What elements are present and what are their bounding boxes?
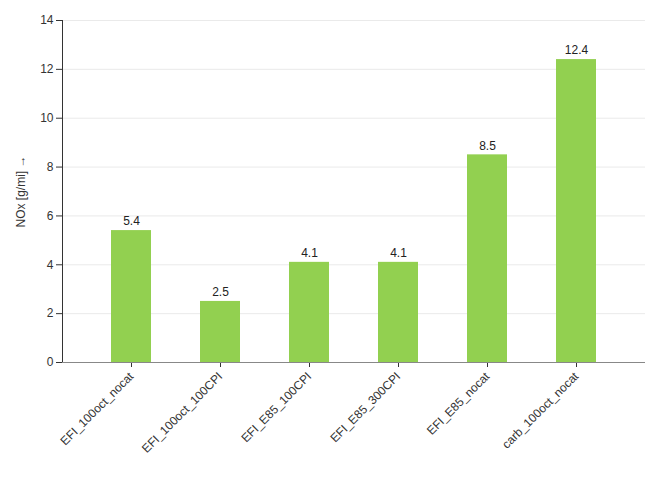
- svg-text:2.5: 2.5: [212, 285, 229, 299]
- svg-text:EFI_E85_100CPI: EFI_E85_100CPI: [238, 369, 314, 445]
- svg-text:4.1: 4.1: [390, 246, 407, 260]
- svg-text:14: 14: [40, 13, 54, 27]
- svg-text:12.4: 12.4: [565, 43, 589, 57]
- svg-text:NOx [g/mi] →: NOx [g/mi] →: [14, 155, 28, 227]
- svg-text:2: 2: [47, 306, 54, 320]
- svg-text:10: 10: [40, 111, 54, 125]
- svg-text:6: 6: [47, 209, 54, 223]
- svg-text:8.5: 8.5: [479, 139, 496, 153]
- svg-text:8: 8: [47, 160, 54, 174]
- svg-text:EFI_100oct_nocat: EFI_100oct_nocat: [58, 369, 137, 448]
- svg-text:EFI_E85_300CPI: EFI_E85_300CPI: [327, 369, 403, 445]
- svg-text:4.1: 4.1: [301, 246, 318, 260]
- svg-text:EFI_100oct_100CPI: EFI_100oct_100CPI: [139, 369, 225, 455]
- svg-text:0: 0: [47, 355, 54, 369]
- svg-text:5.4: 5.4: [123, 214, 140, 228]
- svg-text:12: 12: [40, 62, 54, 76]
- svg-text:EFI_E85_nocat: EFI_E85_nocat: [424, 369, 493, 438]
- svg-text:carb_100oct_nocat: carb_100oct_nocat: [499, 369, 582, 452]
- svg-text:4: 4: [47, 258, 54, 272]
